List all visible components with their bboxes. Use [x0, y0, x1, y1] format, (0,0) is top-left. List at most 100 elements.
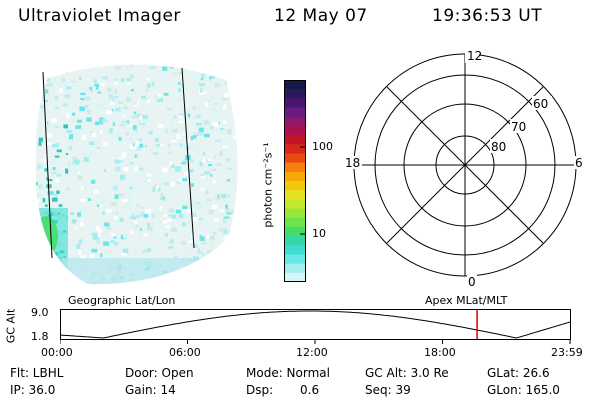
- emission-speck: [119, 123, 126, 127]
- emission-speck: [172, 128, 179, 133]
- emission-speck: [246, 255, 248, 259]
- colorbar: [284, 80, 306, 282]
- image-time: 19:36:53 UT: [432, 6, 543, 26]
- emission-speck: [69, 134, 74, 139]
- emission-speck: [234, 183, 238, 187]
- emission-speck: [99, 103, 105, 109]
- emission-speck: [162, 198, 167, 201]
- emission-speck: [35, 195, 40, 200]
- emission-speck: [213, 269, 217, 274]
- emission-speck: [181, 126, 186, 132]
- emission-speck: [231, 279, 237, 283]
- emission-speck: [154, 96, 161, 100]
- emission-speck: [202, 152, 206, 156]
- emission-speck: [224, 290, 227, 291]
- emission-speck: [220, 248, 225, 253]
- emission-speck: [99, 83, 105, 86]
- emission-speck: [91, 132, 96, 137]
- emission-speck: [170, 277, 174, 282]
- emission-speck: [129, 205, 132, 211]
- emission-speck: [108, 93, 114, 99]
- emission-speck: [246, 152, 248, 157]
- emission-speck: [232, 256, 236, 261]
- emission-speck: [141, 95, 146, 99]
- emission-speck: [168, 64, 175, 65]
- emission-speck: [74, 133, 80, 137]
- colorbar-step: [284, 144, 306, 155]
- emission-speck: [43, 83, 49, 87]
- emission-speck: [97, 204, 102, 207]
- emission-speck: [181, 241, 186, 246]
- emission-speck: [218, 228, 225, 232]
- emission-speck: [109, 128, 113, 134]
- emission-speck: [152, 81, 155, 87]
- emission-speck: [38, 137, 43, 142]
- emission-speck: [155, 210, 161, 214]
- emission-speck: [215, 197, 219, 200]
- emission-speck: [100, 64, 103, 69]
- emission-speck: [104, 185, 108, 190]
- emission-speck: [210, 75, 216, 79]
- emission-speck: [163, 92, 169, 96]
- emission-speck: [115, 66, 121, 70]
- emission-speck: [200, 88, 204, 94]
- emission-speck: [195, 106, 202, 111]
- colorbar-step: [284, 263, 306, 274]
- emission-speck: [94, 121, 100, 126]
- emission-speck: [213, 249, 219, 253]
- emission-speck: [149, 189, 155, 192]
- emission-speck: [35, 106, 39, 111]
- emission-speck: [113, 236, 117, 239]
- emission-speck: [201, 176, 205, 179]
- emission-speck: [236, 282, 238, 285]
- emission-speck: [109, 153, 113, 157]
- emission-speck: [106, 286, 109, 290]
- emission-speck: [72, 112, 76, 116]
- emission-speck: [225, 158, 231, 162]
- emission-speck: [62, 274, 68, 277]
- emission-speck: [135, 224, 139, 229]
- auroral-image-panel: [30, 59, 248, 291]
- emission-speck: [163, 83, 168, 88]
- emission-speck: [64, 66, 67, 72]
- emission-speck: [222, 218, 228, 224]
- emission-speck: [50, 59, 53, 63]
- emission-speck: [103, 220, 109, 224]
- polar-diagonal-b: [386, 86, 544, 244]
- emission-speck: [183, 250, 187, 254]
- emission-speck: [209, 95, 213, 100]
- emission-speck: [134, 166, 139, 172]
- emission-speck: [70, 140, 75, 145]
- emission-speck: [52, 144, 58, 148]
- emission-speck: [71, 80, 77, 83]
- emission-speck: [188, 195, 194, 199]
- emission-speck: [241, 83, 244, 85]
- emission-speck: [226, 179, 231, 182]
- emission-speck: [83, 142, 87, 146]
- emission-speck: [146, 249, 150, 252]
- emission-speck: [143, 119, 149, 123]
- emission-speck: [176, 218, 182, 221]
- emission-speck: [235, 128, 238, 131]
- seq-info: Seq: 39: [365, 383, 411, 397]
- emission-speck: [35, 194, 39, 197]
- emission-speck: [215, 69, 220, 73]
- emission-speck: [133, 251, 137, 255]
- emission-speck: [205, 129, 208, 135]
- emission-speck: [76, 119, 83, 123]
- emission-speck: [183, 110, 189, 115]
- emission-speck: [245, 272, 248, 275]
- emission-speck: [211, 95, 216, 101]
- emission-speck: [69, 166, 73, 171]
- emission-speck: [38, 272, 43, 277]
- colorbar-step: [284, 272, 306, 282]
- emission-speck: [139, 143, 144, 148]
- emission-speck: [126, 120, 130, 125]
- emission-speck: [30, 210, 34, 213]
- emission-speck: [138, 121, 142, 125]
- emission-speck: [153, 276, 159, 282]
- emission-speck: [183, 200, 189, 205]
- emission-speck: [243, 138, 247, 141]
- emission-speck: [44, 168, 48, 172]
- emission-speck: [164, 104, 167, 109]
